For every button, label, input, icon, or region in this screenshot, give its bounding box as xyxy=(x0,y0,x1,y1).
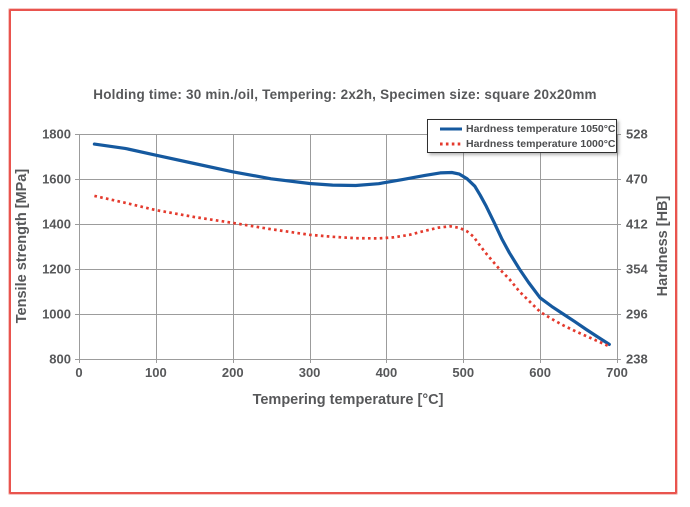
legend-item-1000: Hardness temperature 1000°C xyxy=(436,137,616,151)
y-left-tick-label: 800 xyxy=(49,352,71,367)
y-right-tick-label: 296 xyxy=(626,307,648,322)
y-axis-title-left: Tensile strength [MPa] xyxy=(14,168,30,324)
legend-label-1000: Hardness temperature 1000°C xyxy=(466,137,616,150)
y-right-tick-label: 354 xyxy=(626,262,648,277)
x-tick-label: 700 xyxy=(606,365,628,380)
chart-title: Holding time: 30 min./oil, Tempering: 2x… xyxy=(93,87,597,102)
solid-line-swatch-icon xyxy=(440,127,462,130)
y-right-tick-label: 528 xyxy=(626,127,648,142)
y-left-tick-label: 1200 xyxy=(42,262,71,277)
x-tick-label: 600 xyxy=(529,365,551,380)
y-axis-title-right: Hardness [HB] xyxy=(655,195,671,297)
y-left-tick-label: 1600 xyxy=(42,172,71,187)
legend-item-1050: Hardness temperature 1050°C xyxy=(436,122,616,136)
x-tick-label: 500 xyxy=(452,365,474,380)
x-axis-title: Tempering temperature [°C] xyxy=(252,392,444,408)
y-left-tick-label: 1800 xyxy=(42,127,71,142)
y-right-tick-label: 412 xyxy=(626,217,648,232)
dotted-line-swatch-icon xyxy=(440,142,462,145)
series-line-1000 xyxy=(94,194,610,348)
series-line-1050 xyxy=(92,142,611,346)
x-tick-label: 300 xyxy=(299,365,321,380)
legend-label-1050: Hardness temperature 1050°C xyxy=(466,122,616,135)
y-left-tick-label: 1400 xyxy=(42,217,71,232)
x-tick-label: 400 xyxy=(376,365,398,380)
y-right-tick-label: 470 xyxy=(626,172,648,187)
x-tick-label: 100 xyxy=(145,365,167,380)
y-left-tick-label: 1000 xyxy=(42,307,71,322)
x-tick-label: 0 xyxy=(75,365,82,380)
y-right-tick-label: 238 xyxy=(626,352,648,367)
legend: Hardness temperature 1050°C Hardness tem… xyxy=(427,119,617,153)
x-tick-label: 200 xyxy=(222,365,244,380)
